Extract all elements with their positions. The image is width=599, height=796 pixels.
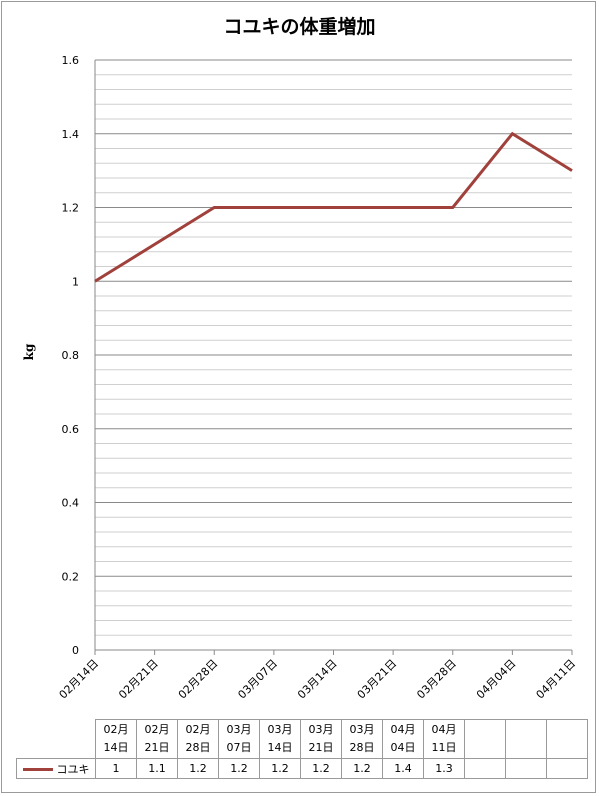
y-tick-label: 1 [72,275,79,288]
y-tick-label: 1.2 [62,202,80,215]
data-table-header-cell: 03月 21日 [300,719,342,759]
data-table-header-cell: 02月 14日 [95,719,137,759]
y-tick-label: 0.6 [62,423,80,436]
data-table-value-cell: 1.2 [218,758,260,779]
line-chart: 0 0.2 0.4 0.6 0.8 1 1.2 1.4 1.6 02月14日 02月21日 02月2… [57,54,579,702]
x-tick-label: 04月11日 [534,657,579,702]
data-table-header-cell: 04月 11日 [423,719,465,759]
data-table-value-cell: 1.2 [300,758,342,779]
data-table-empty-cell [546,758,588,779]
data-table-empty-cell [546,719,588,759]
x-tick-labels: 02月14日 02月21日 02月28日 03月07日 03月14日 03月21日 03月2… [57,657,579,702]
data-table-value-cell: 1.3 [423,758,465,779]
data-table-empty-cell [505,758,547,779]
y-tick-label: 1.4 [62,128,80,141]
y-tick-label: 0.4 [62,497,80,510]
data-table-header-row: 02月 14日 02月 21日 02月 28日 03月 07日 03月 14日 03月 21日 03月 2… [16,719,588,759]
data-table-empty-cell [505,719,547,759]
x-tick-label: 02月14日 [57,657,102,702]
legend-entry: コユキ [16,758,96,779]
axes [94,60,573,655]
data-table-value-cell: 1.2 [177,758,219,779]
legend-line-swatch [22,768,53,771]
legend-series-name: コユキ [56,762,90,776]
chart-title: コユキの体重増加 [223,16,376,38]
data-table-header-cell: 03月 28日 [341,719,383,759]
x-tick-label: 03月14日 [295,657,340,702]
data-table: 02月 14日 02月 21日 02月 28日 03月 07日 03月 14日 03月 21日 03月 2… [16,719,588,779]
x-tick-label: 03月21日 [355,657,400,702]
data-table-value-cell: 1.4 [382,758,424,779]
gridlines [95,59,572,651]
series-layer [94,131,573,283]
y-tick-label: 0.8 [62,349,80,362]
data-table-header-cell: 03月 07日 [218,719,260,759]
x-tick-label: 02月21日 [116,657,161,702]
x-tick-label: 02月28日 [176,657,221,702]
data-table-header-cell: 04月 04日 [382,719,424,759]
data-table-empty-cell [464,758,506,779]
x-tick-label: 03月28日 [414,657,459,702]
data-table-header-cell: 02月 28日 [177,719,219,759]
data-table-header-cell: 02月 21日 [136,719,178,759]
data-table-value-cell: 1 [95,758,137,779]
data-table-value-cell: 1.1 [136,758,178,779]
data-table-value-row: コユキ 1 1.1 1.2 1.2 1.2 1.2 1.2 1.4 1.3 [16,758,588,779]
y-tick-labels: 0 0.2 0.4 0.6 0.8 1 1.2 1.4 1.6 [62,54,80,657]
data-table-corner [16,719,96,759]
data-table-header-cell: 03月 14日 [259,719,301,759]
y-tick-label: 1.6 [62,54,80,67]
data-table-value-cell: 1.2 [341,758,383,779]
x-tick-label: 03月07日 [235,657,280,702]
data-table-value-cell: 1.2 [259,758,301,779]
y-tick-label: 0.2 [62,570,80,583]
y-tick-label: 0 [72,644,79,657]
data-table-empty-cell [464,719,506,759]
x-tick-label: 04月04日 [474,657,519,702]
